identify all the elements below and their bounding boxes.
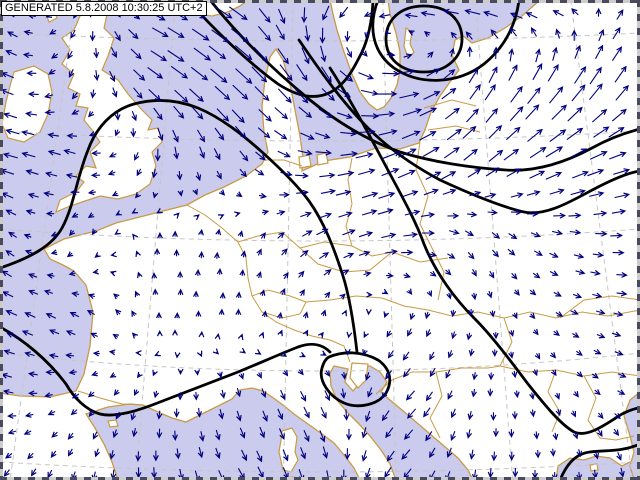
map-frame-border-bottom [0, 477, 640, 480]
wind-arrows [0, 5, 631, 480]
island-istria [349, 362, 369, 389]
island-funen [316, 152, 329, 166]
sea-mediterranean-west [84, 387, 361, 480]
map-frame-border-top [0, 0, 640, 3]
map-frame-border-left [0, 0, 3, 480]
island-zealand [298, 154, 312, 169]
sea-atlantic-north-sea-baltic [0, 0, 541, 398]
island-menorca [107, 419, 119, 428]
map-frame-border-right [637, 0, 640, 480]
island-ireland [1, 65, 53, 143]
sea-adriatic [329, 365, 474, 480]
generated-timestamp-label: GENERATED 5.8.2008 10:30:25 UTC+2 [1, 1, 207, 16]
